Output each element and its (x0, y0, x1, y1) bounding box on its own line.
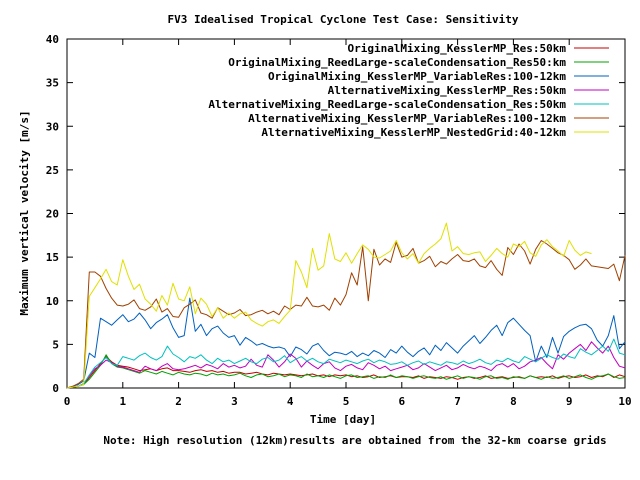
x-tick-label: 6 (398, 395, 405, 408)
x-tick-label: 8 (510, 395, 517, 408)
y-tick-label: 35 (46, 77, 59, 90)
x-tick-label: 2 (175, 395, 182, 408)
y-tick-label: 0 (52, 382, 59, 395)
x-axis: 0 1 2 3 4 5 6 7 8 9 10 (64, 39, 632, 408)
y-axis-label: Maximum vertical velocity [m/s] (18, 110, 31, 315)
series-line-7 (66, 222, 592, 389)
y-tick-label: 20 (46, 208, 59, 221)
series-line-5 (66, 338, 626, 389)
series-lines (66, 222, 626, 389)
y-tick-label: 25 (46, 164, 59, 177)
y-tick-label: 30 (46, 120, 59, 133)
x-tick-label: 1 (119, 395, 126, 408)
x-axis-label: Time [day] (310, 413, 376, 426)
chart-title: FV3 Idealised Tropical Cyclone Test Case… (168, 13, 519, 26)
legend: OriginalMixing_KesslerMP_Res:50kmOrigina… (208, 42, 609, 139)
y-tick-label: 5 (52, 338, 59, 351)
y-tick-label: 15 (46, 251, 59, 264)
x-tick-label: 0 (64, 395, 71, 408)
series-line-3 (66, 297, 626, 389)
x-tick-label: 3 (231, 395, 238, 408)
legend-label-4: AlternativeMixing_KesslerMP_Res:50km (328, 84, 567, 97)
legend-label-6: AlternativeMixing_KesslerMP_VariableRes:… (248, 112, 566, 125)
y-tick-label: 40 (46, 33, 59, 46)
series-line-4 (66, 341, 626, 389)
legend-label-7: AlternativeMixing_KesslerMP_NestedGrid:4… (261, 126, 566, 139)
chart-note: Note: High resolution (12km)results are … (103, 434, 606, 447)
legend-label-5: AlternativeMixing_ReedLarge-scaleCondens… (208, 98, 566, 111)
legend-label-3: OriginalMixing_KesslerMP_VariableRes:100… (268, 70, 566, 83)
y-axis: 0 5 10 15 20 25 30 35 40 (46, 33, 625, 395)
legend-label-1: OriginalMixing_KesslerMP_Res:50km (347, 42, 566, 55)
y-tick-label: 10 (46, 295, 59, 308)
x-tick-label: 7 (454, 395, 461, 408)
x-tick-label: 9 (566, 395, 573, 408)
x-tick-label: 4 (287, 395, 294, 408)
x-tick-label: 10 (618, 395, 631, 408)
series-line-2 (66, 354, 626, 389)
series-line-6 (66, 240, 626, 389)
legend-label-2: OriginalMixing_ReedLarge-scaleCondensati… (228, 56, 566, 69)
x-tick-label: 5 (343, 395, 350, 408)
